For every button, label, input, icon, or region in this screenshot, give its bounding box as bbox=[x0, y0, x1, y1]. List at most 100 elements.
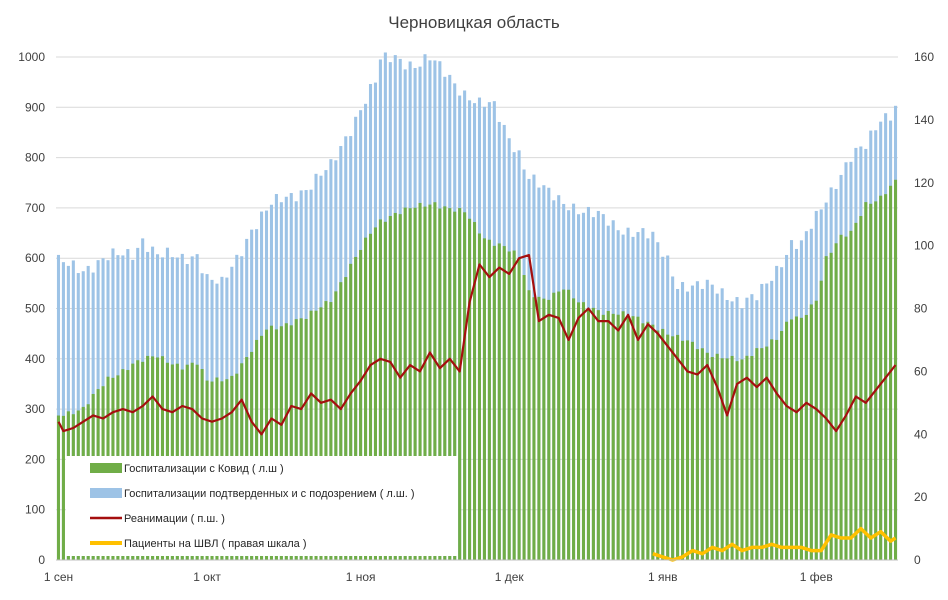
x-tick-label: 1 дек bbox=[495, 570, 525, 584]
bar-covid bbox=[646, 321, 650, 560]
bar-confirmed-suspected bbox=[71, 260, 75, 560]
legend-label-ventilator: Пациенты на ШВЛ ( правая шкала ) bbox=[124, 538, 307, 550]
bar-covid bbox=[304, 318, 308, 560]
bar-covid bbox=[760, 348, 764, 560]
bar-covid bbox=[492, 245, 496, 561]
bar-covid bbox=[487, 239, 491, 561]
chart-title: Черновицкая область bbox=[388, 13, 560, 32]
bar-covid bbox=[765, 346, 769, 560]
bar-covid bbox=[472, 222, 477, 560]
bar-covid bbox=[56, 415, 61, 560]
bar-covid bbox=[378, 219, 382, 560]
bar-covid bbox=[621, 311, 625, 560]
bar-covid bbox=[666, 334, 670, 560]
axes: 0 100 200 300 400 500 600 700 800 900 1000 0 20 40 60 8… bbox=[18, 50, 934, 584]
bar-covid bbox=[750, 355, 754, 560]
legend-label-confirmed_suspected: Госпитализации подтверденных и с подозре… bbox=[124, 488, 415, 500]
bar-covid bbox=[438, 208, 442, 560]
bar-covid bbox=[542, 298, 546, 560]
y-left-tick-label: 400 bbox=[25, 352, 45, 366]
x-tick-label: 1 фев bbox=[800, 570, 833, 584]
y-left-tick-label: 0 bbox=[38, 553, 45, 567]
bar-covid bbox=[606, 310, 610, 560]
bar-covid bbox=[403, 207, 407, 560]
bar-covid bbox=[690, 341, 694, 560]
bar-covid bbox=[482, 238, 486, 560]
y-left-tick-label: 500 bbox=[25, 302, 45, 316]
legend-box bbox=[66, 456, 458, 556]
bar-covid bbox=[794, 316, 799, 560]
bar-covid bbox=[294, 319, 298, 560]
bar-covid bbox=[893, 179, 898, 560]
bar-confirmed-suspected bbox=[61, 262, 65, 560]
bar-covid bbox=[562, 289, 566, 560]
bar-covid bbox=[393, 212, 397, 560]
bar-covid bbox=[309, 310, 313, 560]
bar-covid bbox=[626, 316, 630, 560]
bar-covid bbox=[715, 353, 719, 560]
bar-covid bbox=[685, 340, 690, 560]
bar-covid bbox=[463, 212, 467, 560]
line-icu bbox=[57, 254, 897, 436]
bar-covid bbox=[581, 302, 586, 560]
bar-covid bbox=[864, 202, 868, 560]
y-right-tick-label: 160 bbox=[914, 50, 934, 64]
y-left-tick-label: 600 bbox=[25, 251, 45, 265]
bar-covid bbox=[681, 340, 685, 560]
bar-covid bbox=[349, 263, 353, 560]
bar-covid bbox=[720, 358, 724, 560]
bar-covid bbox=[522, 275, 526, 560]
bar-covid bbox=[359, 249, 363, 560]
bar-covid bbox=[700, 348, 704, 560]
bar-covid bbox=[368, 233, 373, 560]
bar-covid bbox=[586, 308, 590, 560]
bar-covid bbox=[398, 214, 402, 560]
bar-covid bbox=[453, 211, 457, 560]
bar-covid bbox=[329, 302, 333, 560]
legend-label-icu: Реанимации ( п.ш. ) bbox=[124, 513, 225, 525]
bar-covid bbox=[284, 323, 288, 560]
bar-covid bbox=[423, 206, 427, 560]
x-tick-label: 1 янв bbox=[648, 570, 678, 584]
bar-covid bbox=[676, 334, 680, 560]
bar-covid bbox=[869, 203, 873, 561]
bar-covid bbox=[373, 227, 378, 560]
bar-covid bbox=[255, 339, 259, 560]
legend-label-covid: Госпитализации с Ковид ( л.ш ) bbox=[124, 463, 284, 475]
y-right-tick-label: 120 bbox=[914, 176, 934, 190]
bar-covid bbox=[388, 215, 392, 560]
bar-covid bbox=[274, 329, 278, 560]
bar-covid bbox=[572, 298, 576, 560]
bar-covid bbox=[780, 331, 784, 560]
legend-swatch-covid bbox=[90, 463, 122, 473]
x-tick-label: 1 окт bbox=[193, 570, 221, 584]
y-left-tick-label: 1000 bbox=[18, 50, 45, 64]
bar-covid bbox=[477, 233, 482, 560]
bar-covid bbox=[507, 251, 511, 561]
bar-covid bbox=[819, 280, 823, 560]
bar-covid bbox=[552, 292, 556, 560]
bar-confirmed-suspected bbox=[56, 254, 61, 560]
bar-covid bbox=[567, 289, 571, 560]
bar-covid bbox=[334, 291, 338, 560]
bar-covid bbox=[636, 316, 640, 560]
x-tick-label: 1 ноя bbox=[346, 570, 376, 584]
bar-covid bbox=[834, 243, 838, 560]
bar-covid bbox=[537, 296, 541, 560]
bar-covid bbox=[824, 256, 828, 560]
bar-covid bbox=[740, 359, 744, 560]
bar-covid bbox=[299, 318, 303, 560]
bar-covid bbox=[661, 328, 665, 560]
bar-covid bbox=[879, 195, 883, 560]
bar-covid bbox=[576, 302, 581, 560]
bar-covid bbox=[775, 339, 779, 560]
bar-covid bbox=[601, 314, 605, 560]
y-right-tick-label: 140 bbox=[914, 113, 934, 127]
bar-covid bbox=[532, 297, 536, 560]
bar-covid bbox=[497, 243, 501, 561]
series-lines bbox=[57, 254, 897, 562]
y-left-tick-label: 900 bbox=[25, 100, 45, 114]
bar-covid bbox=[269, 325, 273, 560]
